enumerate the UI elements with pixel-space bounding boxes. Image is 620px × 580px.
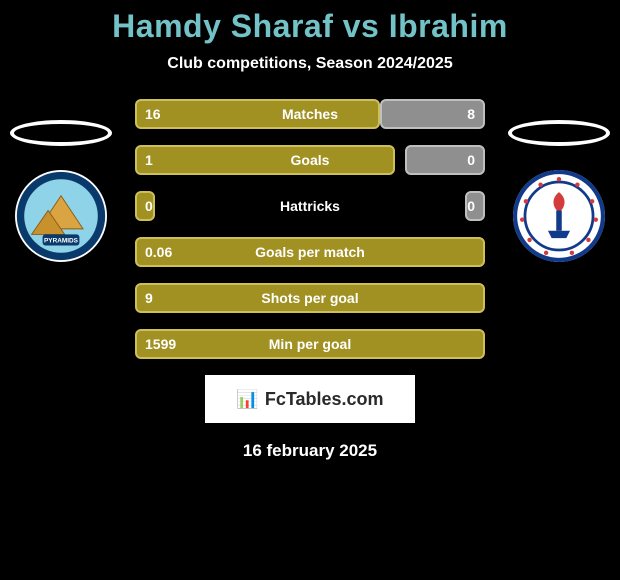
bar-left <box>135 283 485 313</box>
value-left: 16 <box>135 99 171 129</box>
value-left: 9 <box>135 283 163 313</box>
branding-label: FcTables.com <box>265 389 384 410</box>
value-right <box>465 329 485 359</box>
smouha-sc-icon <box>513 170 605 262</box>
value-right: 0 <box>457 145 485 175</box>
player-right-column <box>504 120 614 262</box>
metric-row: 0.06Goals per match <box>135 237 485 267</box>
value-right: 8 <box>457 99 485 129</box>
smouha-sc-badge <box>513 170 605 262</box>
date-label: 16 february 2025 <box>0 441 620 461</box>
bar-left <box>135 329 485 359</box>
value-left: 0.06 <box>135 237 182 267</box>
svg-text:PYRAMIDS: PYRAMIDS <box>44 238 79 245</box>
fctables-branding: 📊 FcTables.com <box>205 375 415 423</box>
metric-row: 168Matches <box>135 99 485 129</box>
metric-label: Hattricks <box>135 191 485 221</box>
subtitle: Club competitions, Season 2024/2025 <box>0 55 620 73</box>
bar-left <box>135 145 395 175</box>
pyramids-fc-badge: PYRAMIDS <box>15 170 107 262</box>
value-left: 1 <box>135 145 163 175</box>
page-title: Hamdy Sharaf vs Ibrahim <box>0 8 620 45</box>
bar-left <box>135 99 380 129</box>
player-left-column: PYRAMIDS <box>6 120 116 262</box>
player-left-ellipse-icon <box>10 120 112 146</box>
player-right-ellipse-icon <box>508 120 610 146</box>
metric-row: 10Goals <box>135 145 485 175</box>
metric-row: 0 0Hattricks <box>135 191 485 221</box>
metric-row: 1599Min per goal <box>135 329 485 359</box>
pyramids-fc-icon: PYRAMIDS <box>15 170 107 262</box>
bar-left <box>135 237 485 267</box>
chart-icon: 📊 <box>236 390 258 408</box>
value-left: 0 <box>135 191 163 221</box>
value-right: 0 <box>457 191 485 221</box>
value-left: 1599 <box>135 329 186 359</box>
value-right <box>465 283 485 313</box>
value-right <box>465 237 485 267</box>
metric-row: 9Shots per goal <box>135 283 485 313</box>
